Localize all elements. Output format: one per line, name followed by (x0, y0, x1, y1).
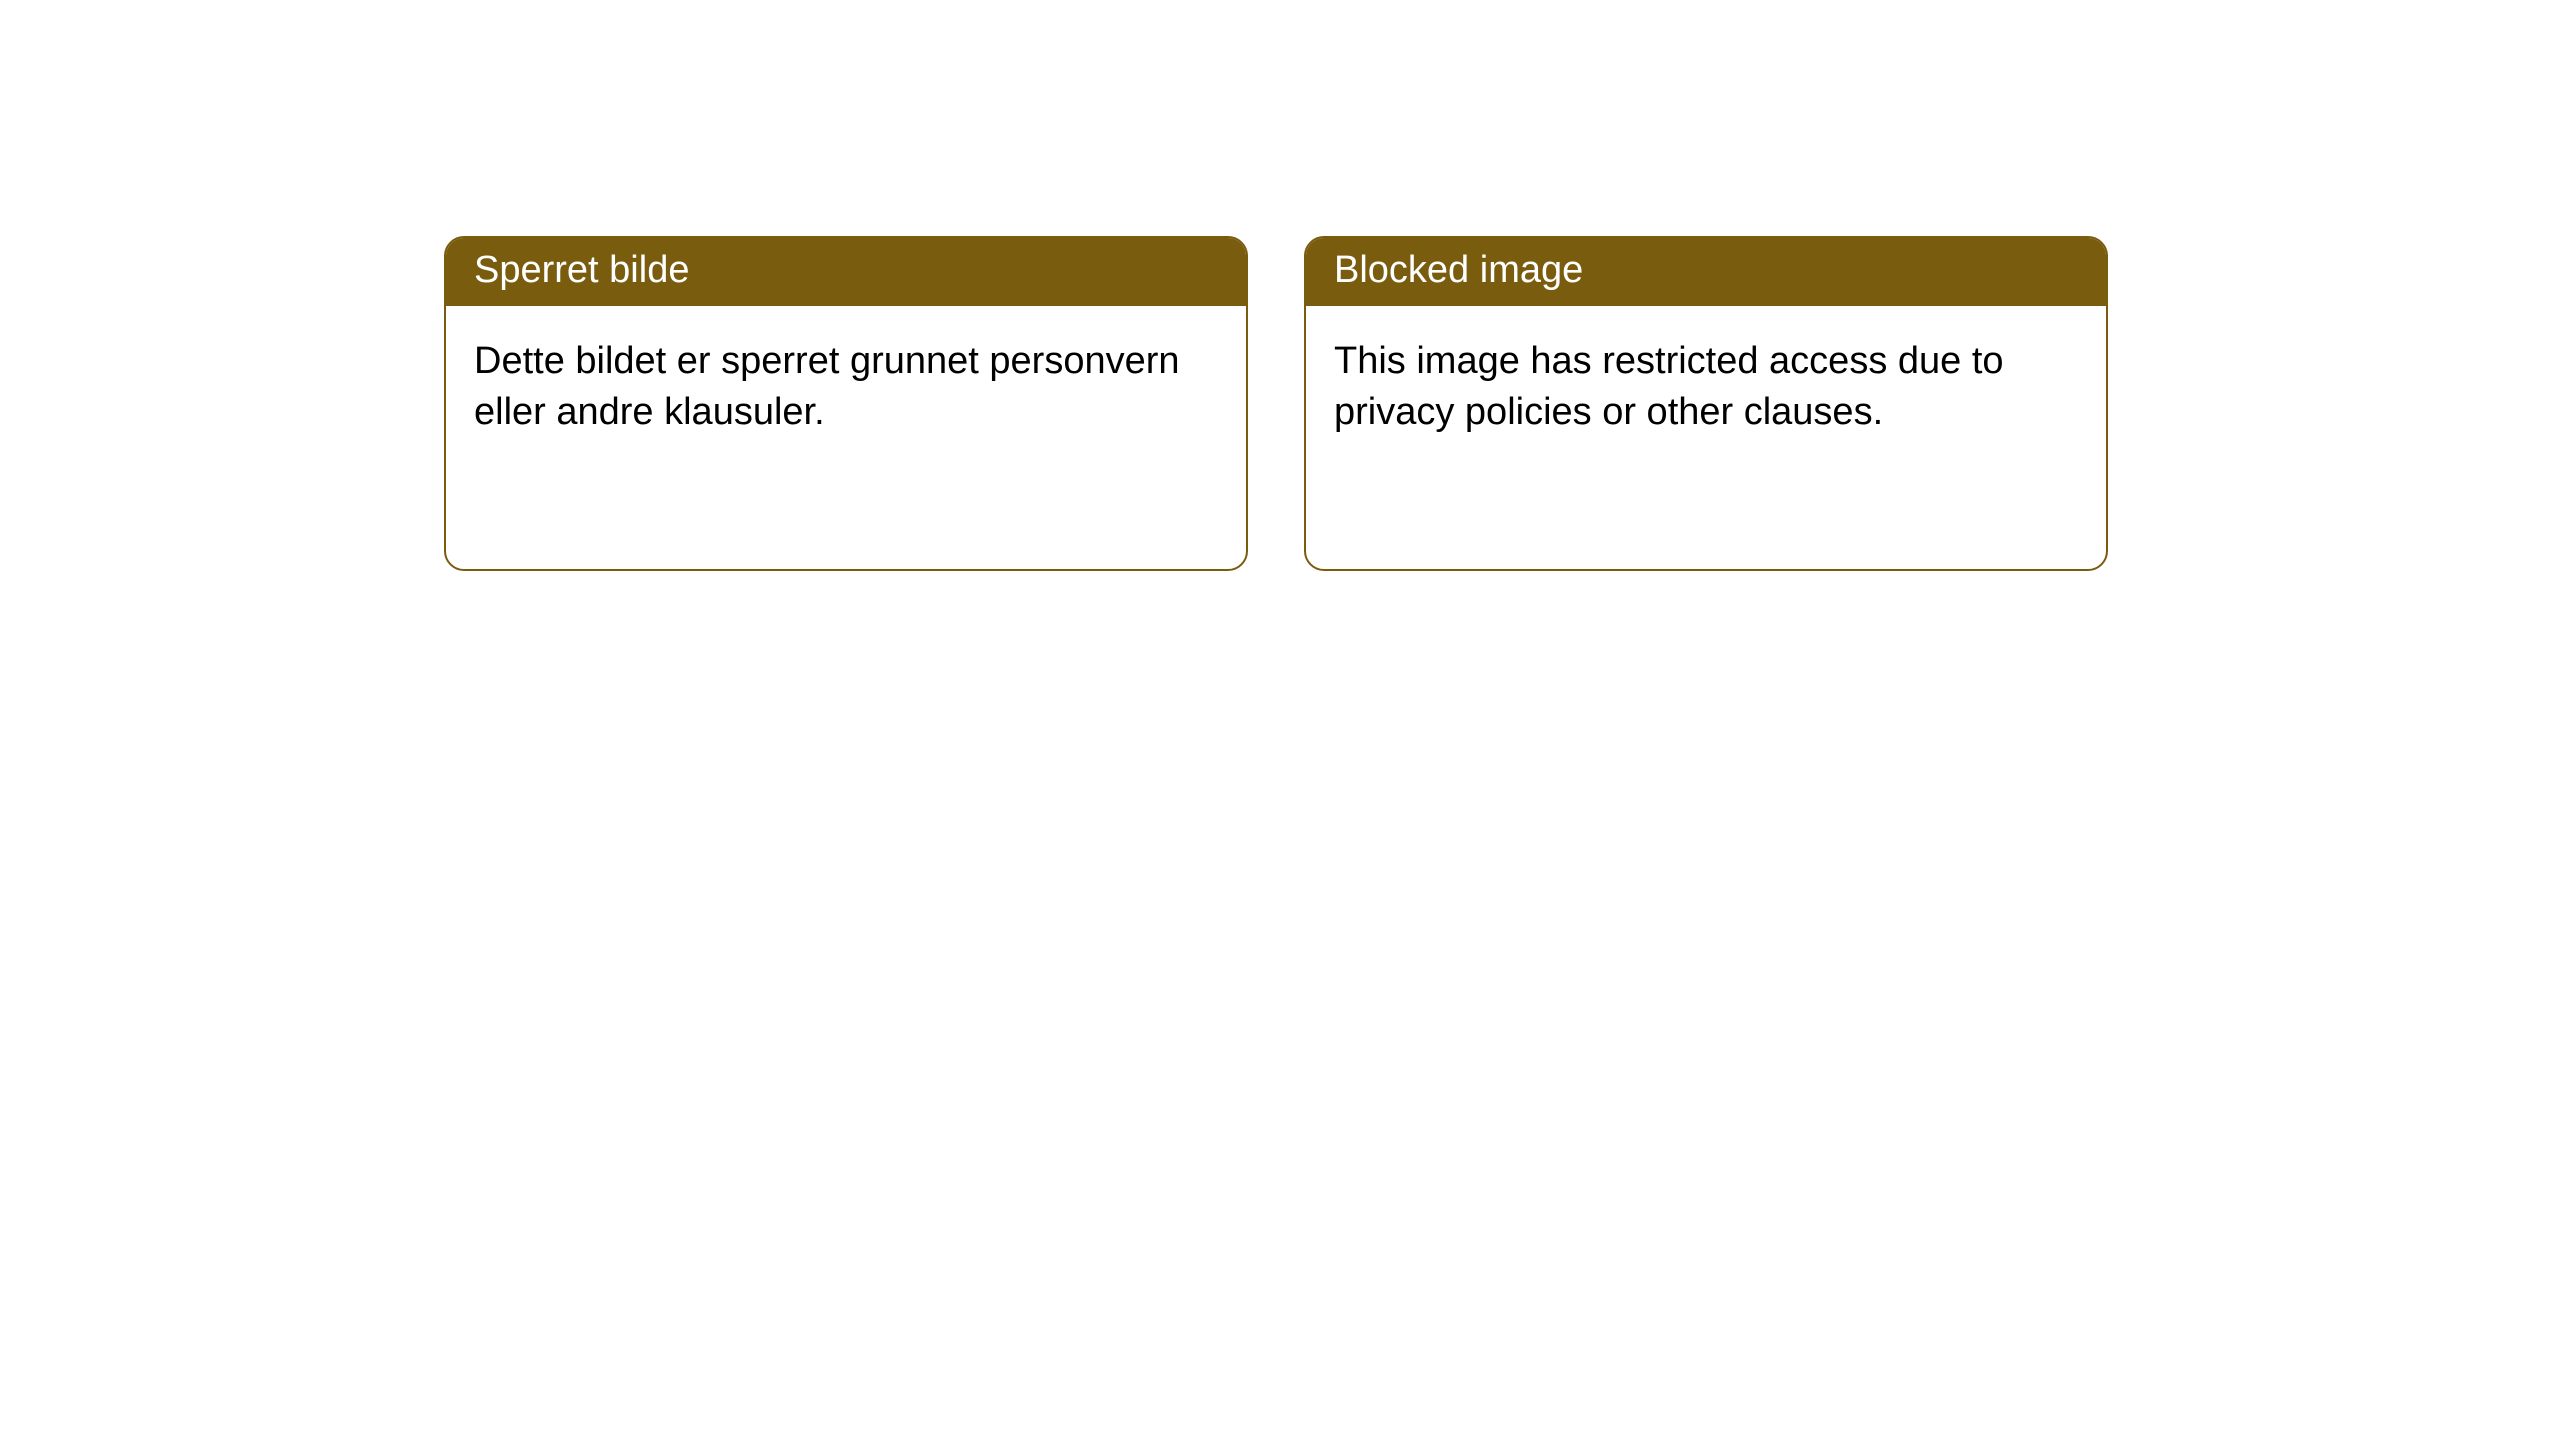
blocked-image-card-en: Blocked image This image has restricted … (1304, 236, 2108, 571)
card-body: This image has restricted access due to … (1306, 306, 2106, 469)
card-header: Blocked image (1306, 238, 2106, 306)
card-title: Sperret bilde (474, 249, 689, 291)
card-body-text: Dette bildet er sperret grunnet personve… (474, 340, 1180, 433)
cards-container: Sperret bilde Dette bildet er sperret gr… (0, 0, 2560, 571)
card-body-text: This image has restricted access due to … (1334, 340, 2004, 433)
card-body: Dette bildet er sperret grunnet personve… (446, 306, 1246, 469)
card-title: Blocked image (1334, 249, 1583, 291)
card-header: Sperret bilde (446, 238, 1246, 306)
blocked-image-card-no: Sperret bilde Dette bildet er sperret gr… (444, 236, 1248, 571)
